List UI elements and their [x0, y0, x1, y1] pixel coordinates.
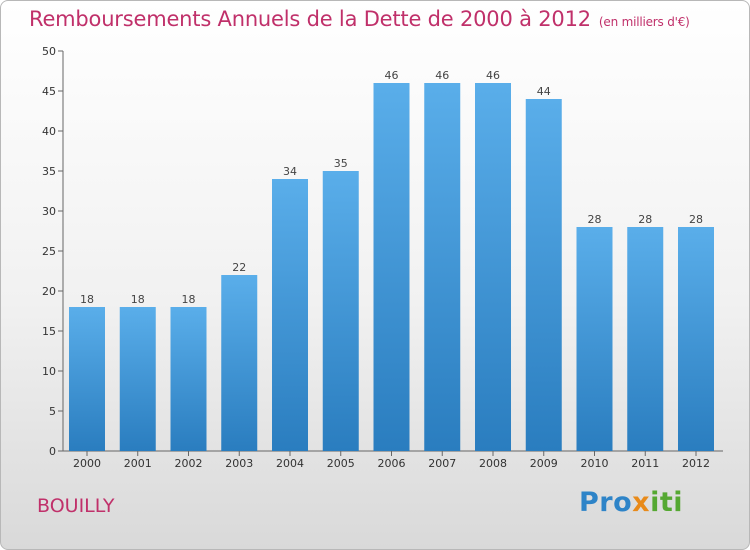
x-tick-label-2012: 2012 — [682, 457, 710, 470]
y-tick-label: 40 — [42, 125, 56, 138]
x-tick-label-2004: 2004 — [276, 457, 304, 470]
y-tick-label: 20 — [42, 285, 56, 298]
x-tick-label-2011: 2011 — [631, 457, 659, 470]
chart-unit: (en milliers d'€) — [598, 15, 690, 29]
bar-2009 — [525, 99, 562, 451]
bar-2002 — [170, 307, 207, 451]
y-tick-label: 15 — [42, 325, 56, 338]
data-label-2007: 46 — [435, 69, 449, 82]
y-tick-label: 0 — [49, 445, 56, 458]
chart-bars — [69, 83, 714, 451]
brand-logo: Proxiti — [579, 487, 683, 518]
x-tick-label-2006: 2006 — [378, 457, 406, 470]
y-tick-label: 10 — [42, 365, 56, 378]
x-tick-label-2009: 2009 — [530, 457, 558, 470]
data-label-2012: 28 — [689, 213, 703, 226]
data-label-2001: 18 — [131, 293, 145, 306]
bar-2001 — [119, 307, 156, 451]
y-tick-label: 30 — [42, 205, 56, 218]
location-label: BOUILLY — [37, 495, 115, 517]
bar-2004 — [272, 179, 308, 451]
data-label-2011: 28 — [638, 213, 652, 226]
bar-2011 — [627, 227, 664, 451]
data-label-2004: 34 — [283, 165, 297, 178]
data-label-2002: 18 — [182, 293, 196, 306]
y-tick-label: 5 — [49, 405, 56, 418]
x-tick-label-2001: 2001 — [124, 457, 152, 470]
bar-2008 — [475, 83, 511, 451]
x-tick-label-2002: 2002 — [175, 457, 203, 470]
chart-title-text: Remboursements Annuels de la Dette de 20… — [29, 7, 591, 31]
chart-labels: 2000 18 2001 18 2002 18 2003 22 2004 34 2005 35 2006… — [73, 69, 710, 470]
y-tick-label: 35 — [42, 165, 56, 178]
data-label-2008: 46 — [486, 69, 500, 82]
x-tick-label-2005: 2005 — [327, 457, 355, 470]
bar-2012 — [678, 227, 714, 451]
data-label-2009: 44 — [537, 85, 551, 98]
bar-2007 — [424, 83, 461, 451]
data-label-2006: 46 — [385, 69, 399, 82]
y-tick-label: 45 — [42, 85, 56, 98]
x-tick-label-2007: 2007 — [428, 457, 456, 470]
data-label-2005: 35 — [334, 157, 348, 170]
y-tick-label: 25 — [42, 245, 56, 258]
bar-2010 — [576, 227, 613, 451]
x-tick-label-2008: 2008 — [479, 457, 507, 470]
bar-2003 — [221, 275, 258, 451]
x-tick-label-2003: 2003 — [225, 457, 253, 470]
bar-2006 — [373, 83, 410, 451]
bar-2000 — [69, 307, 105, 451]
data-label-2000: 18 — [80, 293, 94, 306]
x-tick-label-2010: 2010 — [581, 457, 609, 470]
y-tick-label: 50 — [42, 45, 56, 58]
data-label-2003: 22 — [232, 261, 246, 274]
x-tick-label-2000: 2000 — [73, 457, 101, 470]
bar-2005 — [322, 171, 359, 451]
data-label-2010: 28 — [588, 213, 602, 226]
chart-title: Remboursements Annuels de la Dette de 20… — [29, 7, 690, 31]
